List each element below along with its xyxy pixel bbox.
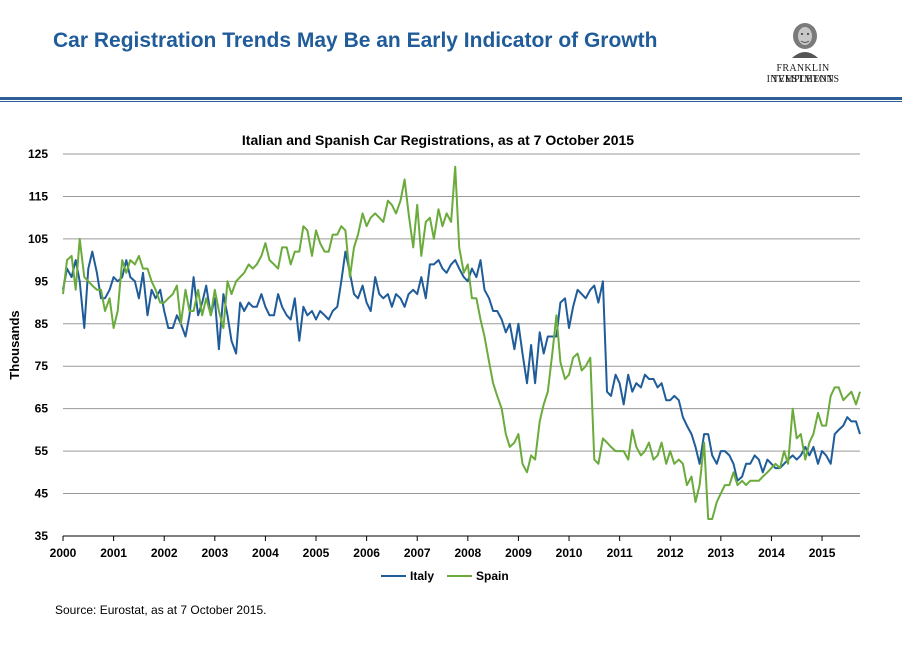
- legend-label-italy: Italy: [410, 569, 434, 583]
- x-tick-label: 2015: [809, 546, 836, 560]
- x-tick-label: 2000: [50, 546, 77, 560]
- x-tick-label: 2008: [454, 546, 481, 560]
- y-tick-label: 45: [35, 487, 49, 501]
- benjamin-franklin-portrait-icon: [792, 23, 818, 58]
- x-tick-label: 2003: [201, 546, 228, 560]
- x-tick-label: 2007: [404, 546, 431, 560]
- page-title: Car Registration Trends May Be an Early …: [53, 29, 658, 52]
- x-tick-label: 2009: [505, 546, 532, 560]
- x-tick-label: 2005: [303, 546, 330, 560]
- brand-name: FRANKLIN TEMPLETON: [772, 63, 834, 85]
- x-tick-label: 2011: [607, 546, 633, 560]
- header-divider: [0, 97, 902, 100]
- x-tick-label: 2006: [353, 546, 380, 560]
- y-tick-label: 85: [35, 317, 49, 331]
- y-tick-label: 65: [35, 402, 49, 416]
- x-tick-label: 2002: [151, 546, 178, 560]
- series-line-spain: [62, 165, 861, 520]
- y-tick-label: 35: [35, 529, 49, 543]
- y-tick-label: 115: [29, 189, 49, 203]
- source-note: Source: Eurostat, as at 7 October 2015.: [55, 603, 267, 617]
- y-tick-label: 125: [28, 147, 48, 161]
- x-tick-label: 2013: [707, 546, 734, 560]
- x-tick-label: 2010: [556, 546, 583, 560]
- y-axis-label: Thousands: [7, 310, 22, 379]
- brand-subtitle: INVESTMENTS: [766, 74, 840, 85]
- header-divider-thin: [0, 101, 902, 102]
- y-tick-label: 75: [35, 359, 49, 373]
- y-tick-label: 55: [35, 444, 49, 458]
- franklin-templeton-logo: FRANKLIN TEMPLETON INVESTMENTS: [748, 22, 858, 92]
- x-tick-label: 2004: [252, 546, 279, 560]
- chart-title: Italian and Spanish Car Registrations, a…: [242, 132, 634, 148]
- y-tick-label: 95: [35, 274, 49, 288]
- legend-label-spain: Spain: [476, 569, 509, 583]
- y-tick-label: 105: [28, 232, 48, 246]
- x-tick-label: 2001: [100, 546, 127, 560]
- x-tick-label: 2014: [758, 546, 785, 560]
- x-tick-label: 2012: [657, 546, 684, 560]
